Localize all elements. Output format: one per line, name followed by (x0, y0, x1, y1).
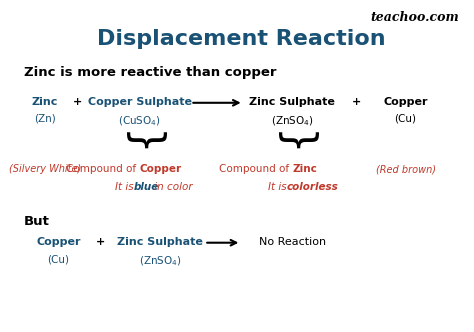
Text: Zinc Sulphate: Zinc Sulphate (249, 97, 335, 107)
Text: (Silvery White): (Silvery White) (9, 164, 81, 174)
Text: (CuSO$_4$): (CuSO$_4$) (118, 114, 161, 127)
Text: +: + (352, 97, 362, 107)
Text: }: } (118, 131, 161, 158)
Text: }: } (271, 131, 313, 158)
Text: in color: in color (151, 182, 193, 192)
Text: teachoo.com: teachoo.com (370, 11, 459, 24)
Text: Displacement Reaction: Displacement Reaction (97, 29, 386, 49)
Text: (Cu): (Cu) (47, 255, 70, 265)
Text: (Zn): (Zn) (34, 114, 55, 124)
Text: (ZnSO$_4$): (ZnSO$_4$) (271, 114, 313, 127)
Text: colorless: colorless (286, 182, 338, 192)
Text: Copper Sulphate: Copper Sulphate (88, 97, 191, 107)
Text: +: + (73, 97, 82, 107)
Text: +: + (96, 237, 105, 247)
Text: Copper: Copper (139, 164, 182, 174)
Text: (ZnSO$_4$): (ZnSO$_4$) (139, 255, 182, 269)
Text: Zinc: Zinc (31, 97, 58, 107)
Text: (Cu): (Cu) (394, 114, 417, 124)
Text: (Red brown): (Red brown) (375, 164, 436, 174)
Text: blue: blue (134, 182, 159, 192)
Text: No Reaction: No Reaction (259, 237, 326, 247)
Text: Copper: Copper (383, 97, 428, 107)
Text: But: But (24, 215, 50, 228)
Text: Zinc Sulphate: Zinc Sulphate (118, 237, 203, 247)
Text: Copper: Copper (36, 237, 81, 247)
Text: Zinc is more reactive than copper: Zinc is more reactive than copper (24, 66, 276, 79)
Text: Zinc: Zinc (292, 164, 317, 174)
Text: It is: It is (116, 182, 137, 192)
Text: Compound of: Compound of (66, 164, 139, 174)
Text: Compound of: Compound of (219, 164, 292, 174)
Text: It is: It is (268, 182, 290, 192)
